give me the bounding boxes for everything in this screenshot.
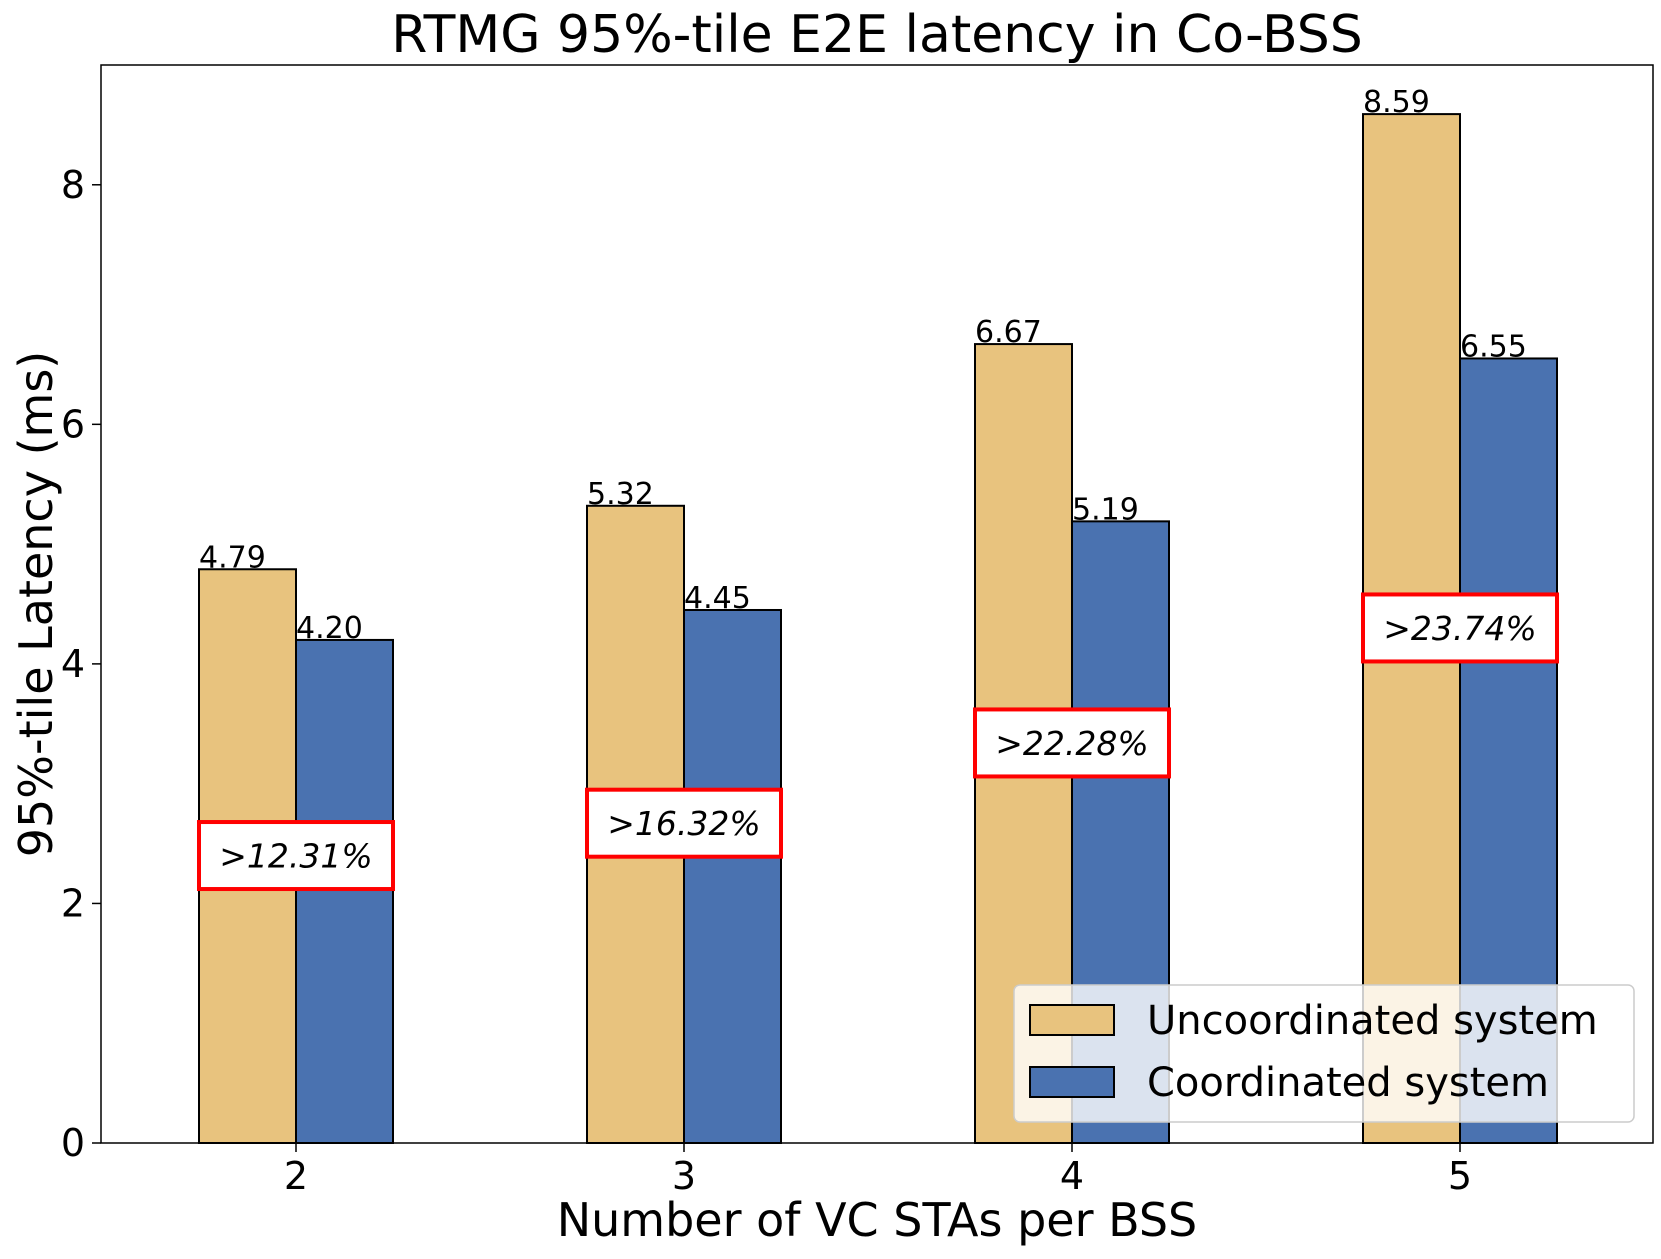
improvement-box-2 (197, 820, 395, 892)
x-tick-label-3: 3 (672, 1154, 696, 1198)
legend-label-coordinated: Coordinated system (1147, 1060, 1549, 1106)
improvement-label-3: >16.32% (607, 804, 760, 843)
improvement-box-3 (585, 787, 783, 859)
value-label-uncoordinated-4: 6.67 (975, 315, 1042, 350)
value-label-uncoordinated-3: 5.32 (587, 477, 654, 512)
legend: Uncoordinated system Coordinated system (1013, 984, 1635, 1123)
value-label-coordinated-5: 6.55 (1460, 329, 1527, 364)
y-tick-label-0: 0 (61, 1121, 85, 1165)
x-tick-label-4: 4 (1060, 1154, 1084, 1198)
legend-swatch-uncoordinated (1029, 1004, 1115, 1036)
y-tick-label-8: 8 (61, 163, 85, 207)
bar-coordinated-2 (295, 638, 394, 1145)
chart-title: RTMG 95%-tile E2E latency in Co-BSS (391, 5, 1363, 65)
value-label-uncoordinated-5: 8.59 (1363, 85, 1430, 120)
y-tick-label-6: 6 (61, 402, 85, 446)
bar-coordinated-3 (683, 608, 782, 1144)
improvement-label-4: >22.28% (995, 724, 1148, 763)
improvement-label-5: >23.74% (1383, 609, 1536, 648)
x-tick-label-5: 5 (1448, 1154, 1472, 1198)
y-tick-label-4: 4 (61, 642, 85, 686)
x-tick-label-2: 2 (284, 1154, 308, 1198)
value-label-coordinated-4: 5.19 (1072, 492, 1139, 527)
legend-swatch-coordinated (1029, 1066, 1115, 1098)
improvement-box-5 (1361, 592, 1559, 664)
value-label-coordinated-2: 4.20 (296, 611, 363, 646)
axes-frame (100, 64, 1654, 1144)
x-axis-label: Number of VC STAs per BSS (557, 1193, 1198, 1247)
value-label-uncoordinated-2: 4.79 (199, 540, 266, 575)
legend-label-uncoordinated: Uncoordinated system (1147, 998, 1598, 1044)
improvement-label-2: >12.31% (219, 837, 372, 876)
legend-box (1013, 984, 1635, 1123)
y-tick-label-2: 2 (61, 881, 85, 925)
improvement-box-4 (973, 707, 1171, 779)
y-axis-label: 95%-tile Latency (ms) (9, 351, 63, 857)
value-label-coordinated-3: 4.45 (684, 581, 751, 616)
